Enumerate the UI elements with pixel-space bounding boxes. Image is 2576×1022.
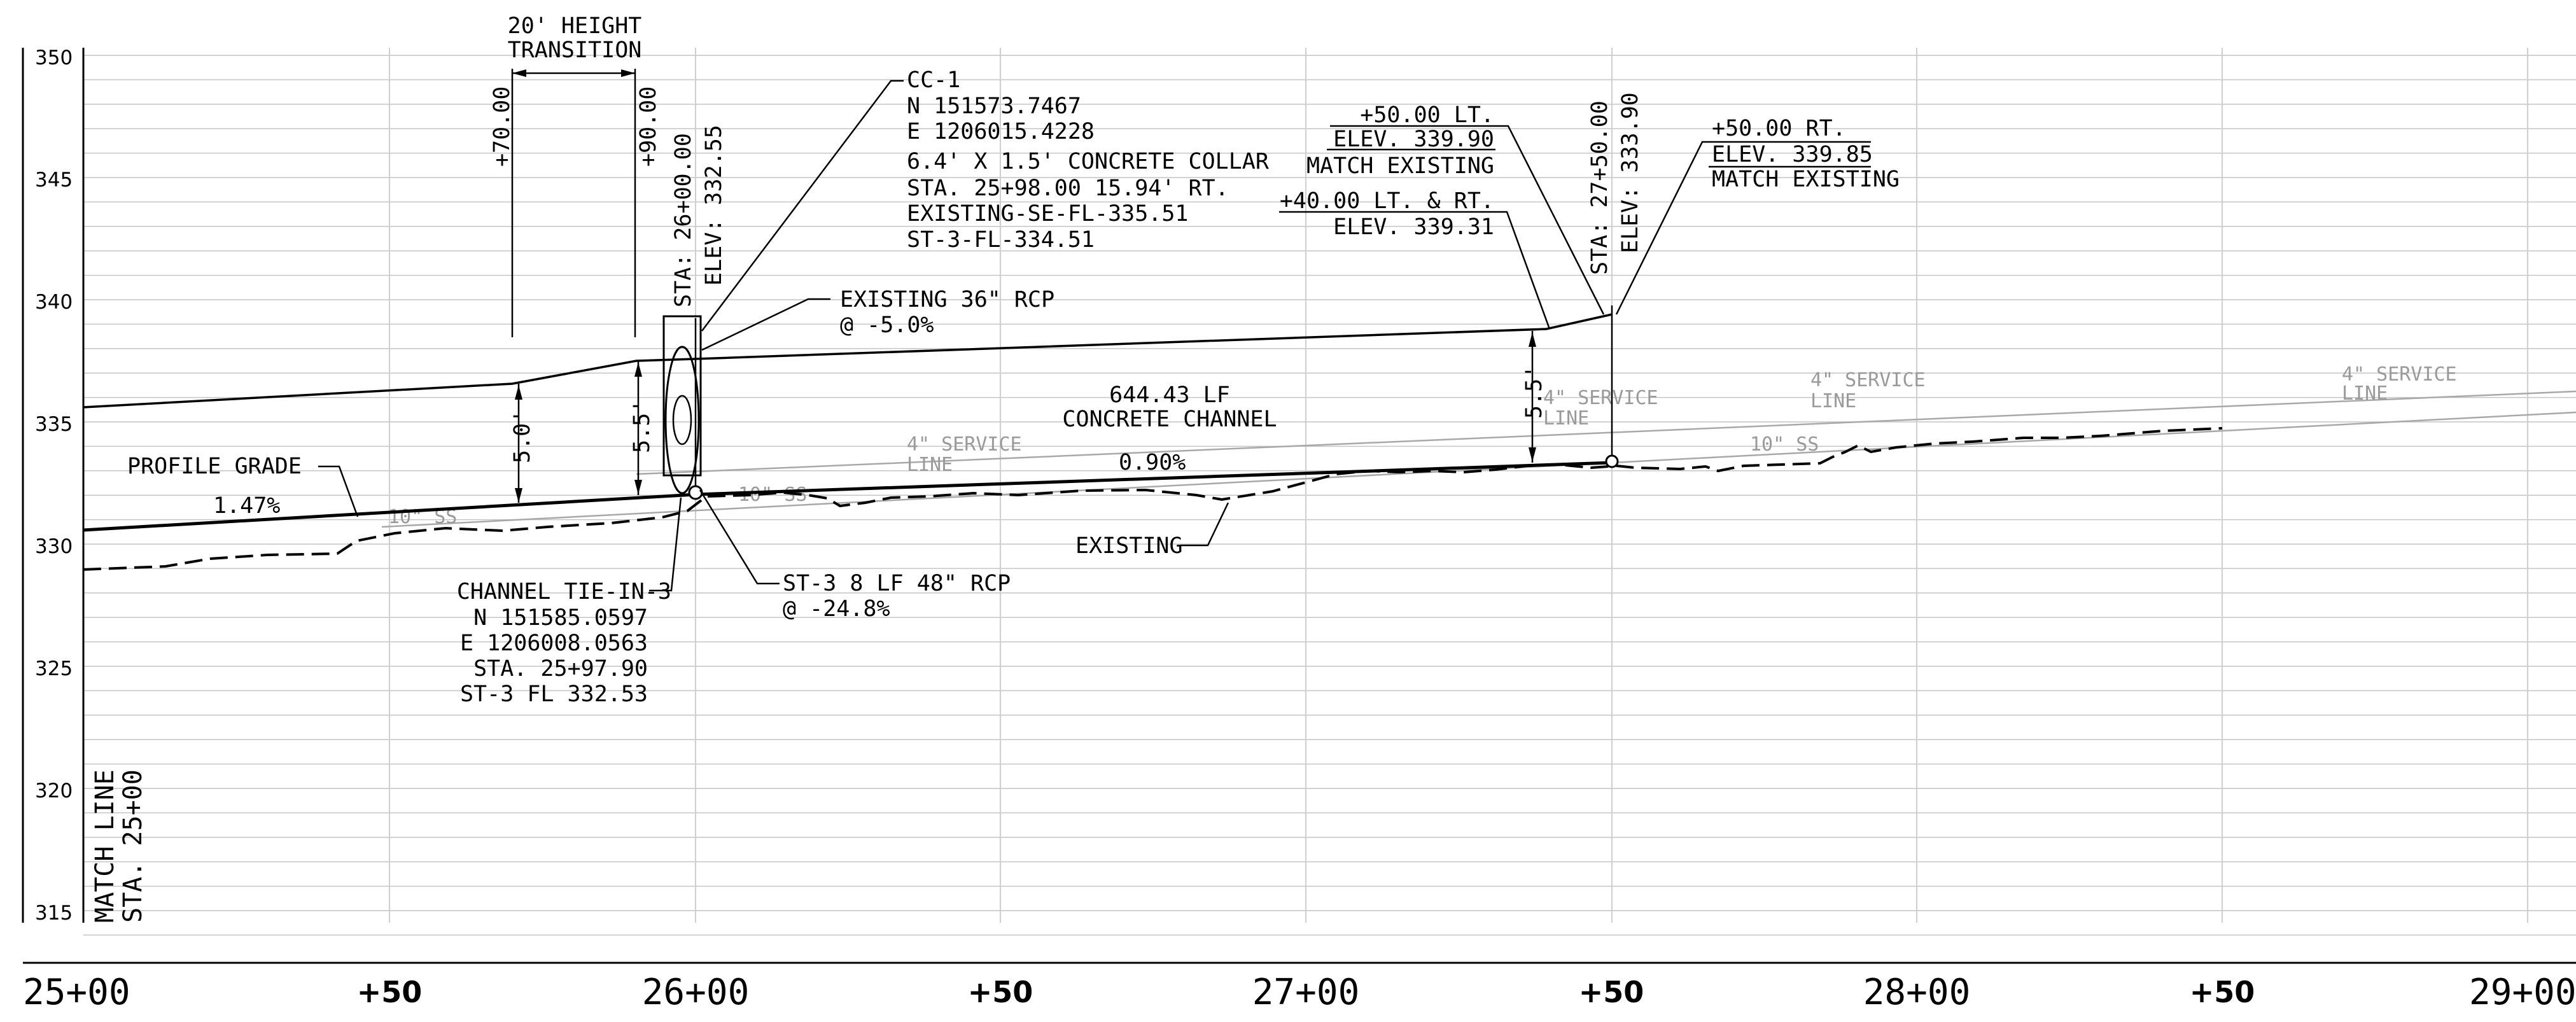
elevation-label-345: 345 [35, 169, 73, 192]
station-label-2750: +50 [1579, 975, 1644, 1009]
service-line-label: LINE [1543, 407, 1589, 430]
station-markers [511, 69, 1613, 494]
st3-callout: ST-3 8 LF 48" RCP @ -24.8% [699, 489, 1011, 622]
depth-dimension-arrows [515, 332, 1536, 503]
cc1-easting: E 1206015.4228 [907, 119, 1095, 144]
service-line-lower [381, 411, 2576, 528]
channel-tie-in-callout: CHANNEL TIE-IN-3 N 151585.0597 E 1206008… [457, 497, 682, 707]
existing-callout: EXISTING [1075, 502, 1229, 559]
service-line-labels: 4" SERVICE LINE 4" SERVICE LINE 4" SERVI… [388, 363, 2457, 528]
elevation-label-315: 315 [35, 902, 73, 925]
tie-in-station: STA. 25+97.90 [473, 656, 648, 682]
height-transition-label: TRANSITION [508, 38, 642, 63]
station-label-2700: 27+00 [1252, 972, 1360, 1013]
station-label-2550: +50 [357, 975, 423, 1009]
channel-top-line [83, 313, 1613, 409]
st3-rcp-label: ST-3 8 LF 48" RCP [783, 571, 1011, 596]
slope-090-label: 0.90% [1119, 450, 1186, 475]
station-26-label: STA: 26+00.00 [671, 133, 696, 307]
station-label-70: +70.00 [489, 87, 515, 167]
depth-5-5-label: 5.5' [629, 400, 655, 453]
elevation-label-320: 320 [35, 780, 73, 802]
rt50-callout: +50.00 RT. ELEV. 339.85 MATCH EXISTING [1615, 116, 1900, 315]
depth-5-5-label: 5.5' [1522, 365, 1547, 419]
match-line-station: STA. 25+00 [118, 769, 148, 923]
cc1-structure [662, 315, 1619, 500]
profile-grid [83, 55, 2576, 936]
station-label-2600: 26+00 [642, 972, 750, 1013]
existing-rcp-label: EXISTING 36" RCP [840, 287, 1054, 312]
existing-label: EXISTING [1075, 533, 1183, 559]
elevation-label-325: 325 [35, 657, 73, 680]
ltrt40-elevation: ELEV. 339.31 [1333, 214, 1494, 240]
lt50-callout: +50.00 LT. ELEV. 339.90 MATCH EXISTING [1306, 102, 1605, 315]
elevation-label-330: 330 [35, 535, 73, 558]
lt50-elevation: ELEV. 339.90 [1333, 127, 1494, 152]
elevation-label-340: 340 [35, 291, 73, 314]
rt50-match: MATCH EXISTING [1712, 167, 1900, 192]
station-label-90: +90.00 [636, 87, 661, 167]
service-line-label: LINE [2342, 382, 2388, 405]
channel-type-label: CONCRETE CHANNEL [1062, 407, 1277, 432]
cc1-northing: N 151573.7467 [907, 94, 1081, 119]
channel-length-label: 644.43 LF [1109, 382, 1230, 408]
elevation-33390-label: ELEV: 333.90 [1618, 92, 1643, 253]
existing-rcp-slope: @ -5.0% [840, 312, 934, 338]
existing-rcp-callout: EXISTING 36" RCP @ -5.0% [701, 287, 1054, 351]
depth-5-0-label: 5.0' [510, 410, 535, 463]
rt50-elevation: ELEV. 339.85 [1712, 142, 1873, 167]
existing-ground-line [83, 427, 2223, 571]
service-line-label: LINE [1810, 390, 1856, 412]
elevation-labels: 350 345 340 335 330 325 320 315 [35, 46, 73, 925]
ltrt40-label: +40.00 LT. & RT. [1280, 188, 1494, 214]
elevation-33255-label: ELEV: 332.55 [701, 125, 727, 286]
service-line-label: 4" SERVICE [1543, 387, 1658, 409]
lt50-label: +50.00 LT. [1360, 102, 1494, 128]
cc1-existing-fl: EXISTING-SE-FL-335.51 [907, 201, 1189, 227]
elevation-label-350: 350 [35, 46, 73, 69]
elevation-label-335: 335 [35, 413, 73, 436]
station-label-2500: 25+00 [23, 972, 130, 1013]
station-label-2850: +50 [2190, 975, 2255, 1009]
cc1-callout: CC-1 N 151573.7467 E 1206015.4228 6.4' X… [701, 67, 1270, 332]
service-line-upper [636, 390, 2576, 475]
station-label-2800: 28+00 [1863, 972, 1971, 1013]
station-labels: 25+00 +50 26+00 +50 27+00 +50 28+00 +50 … [23, 972, 2576, 1013]
station-label-2900: 29+00 [2469, 972, 2576, 1013]
tie-in-title: CHANNEL TIE-IN-3 [457, 579, 671, 605]
service-line-label: LINE [907, 454, 953, 476]
cc1-description: 6.4' X 1.5' CONCRETE COLLAR [907, 149, 1270, 174]
tie-in-easting: E 1206008.0563 [460, 631, 648, 656]
service-line-label: 4" SERVICE [907, 433, 1022, 456]
st3-rcp-slope: @ -24.8% [783, 596, 890, 622]
lt50-match: MATCH EXISTING [1306, 153, 1494, 179]
match-line-label: MATCH LINE [90, 769, 120, 923]
station-label-2650: +50 [968, 975, 1033, 1009]
rt50-label: +50.00 RT. [1712, 116, 1846, 141]
sanitary-sewer-label: 10" SS [1750, 433, 1819, 456]
service-line-label: 4" SERVICE [2342, 363, 2457, 386]
tie-in-flowline: ST-3 FL 332.53 [460, 682, 648, 707]
profile-grade-callout: PROFILE GRADE 1.47% [127, 454, 359, 519]
station-2750-label: STA: 27+50.00 [1587, 101, 1613, 275]
height-transition-label: 20' HEIGHT [508, 13, 642, 39]
slope-147-label: 1.47% [213, 493, 280, 519]
service-lines [381, 390, 2576, 528]
depth-dimensions [517, 331, 1534, 503]
profile-grade-label: PROFILE GRADE [127, 454, 302, 479]
tie-in-northing: N 151585.0597 [473, 605, 648, 631]
height-transition-dimension: 20' HEIGHT TRANSITION +70.00 +90.00 STA:… [489, 13, 727, 307]
cc1-title: CC-1 [907, 67, 960, 93]
ltrt40-callout: +40.00 LT. & RT. ELEV. 339.31 [1279, 188, 1551, 330]
cc1-station: STA. 25+98.00 15.94' RT. [907, 176, 1229, 201]
service-line-label: 4" SERVICE [1810, 369, 1926, 391]
cc1-st3-fl: ST-3-FL-334.51 [907, 227, 1095, 253]
